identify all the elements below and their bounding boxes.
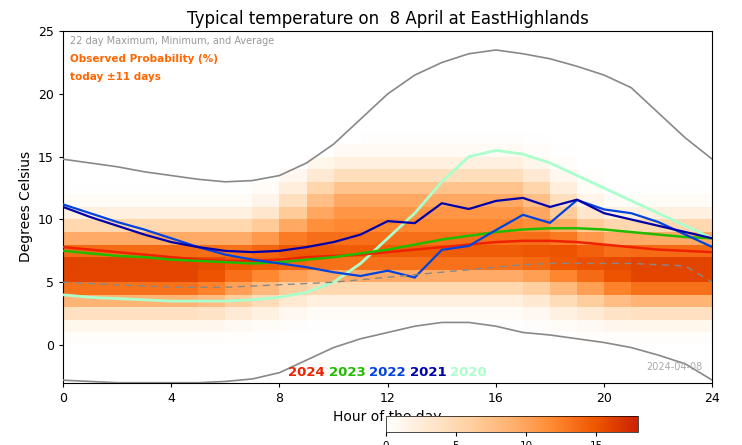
Text: 2023: 2023 — [329, 366, 366, 379]
Text: 2022: 2022 — [370, 366, 406, 379]
Text: today ±11 days: today ±11 days — [70, 72, 160, 81]
Text: Observed Probability (%): Observed Probability (%) — [70, 54, 217, 64]
Text: 2020: 2020 — [450, 366, 487, 379]
Text: 22 day Maximum, Minimum, and Average: 22 day Maximum, Minimum, and Average — [70, 36, 274, 46]
Title: Typical temperature on  8 April at EastHighlands: Typical temperature on 8 April at EastHi… — [187, 10, 588, 28]
Text: 2021: 2021 — [410, 366, 447, 379]
Text: 2024: 2024 — [288, 366, 325, 379]
Text: 2024-04-08: 2024-04-08 — [646, 362, 703, 372]
Y-axis label: Degrees Celsius: Degrees Celsius — [19, 151, 33, 263]
X-axis label: Hour of the day: Hour of the day — [333, 410, 442, 424]
